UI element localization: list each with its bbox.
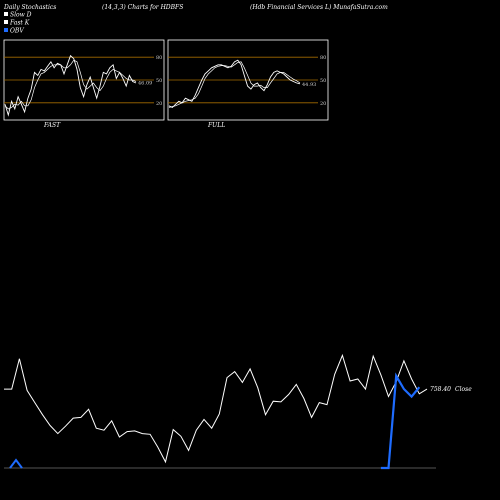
chart-company: (Hdb Financial Services L) MunafaSutra.c… xyxy=(250,4,388,11)
close-value-label: 758.40 xyxy=(430,386,451,393)
chart-params: (14,3,3) Charts for HDBFS xyxy=(102,4,183,11)
fast-last-value-label: 46.09 xyxy=(138,81,152,87)
full-tick-label-80: 80 xyxy=(320,55,326,61)
legend-label-fast-k: Fast K xyxy=(9,20,30,27)
legend-label-slow-d: Slow D xyxy=(10,12,32,19)
full-panel-label: FULL xyxy=(207,122,225,129)
price-close-line xyxy=(4,353,428,464)
fast-tick-label-80: 80 xyxy=(156,55,162,61)
legend-swatch-obv xyxy=(4,28,8,32)
full-last-value-label: 44.93 xyxy=(302,82,316,88)
full-tick-label-50: 50 xyxy=(320,78,326,84)
full-series-full-k xyxy=(168,59,301,108)
obv-line xyxy=(380,372,421,470)
fast-series-slow-d xyxy=(4,59,137,110)
full-series-full-d xyxy=(168,61,301,108)
fast-series-fast-k xyxy=(4,54,137,117)
fast-tick-label-50: 50 xyxy=(156,78,162,84)
obv-start-marker xyxy=(9,458,23,469)
close-suffix-label: Close xyxy=(455,386,472,393)
legend-swatch-slow-d xyxy=(4,12,8,16)
legend-swatch-fast-k xyxy=(4,20,8,24)
fast-tick-label-20: 20 xyxy=(156,101,162,107)
full-tick-label-20: 20 xyxy=(320,101,326,107)
chart-title: Daily Stochastics xyxy=(3,4,56,11)
legend-label-obv: OBV xyxy=(10,28,24,35)
chart-marks: 20 50 80 46.09 20 50 80 44.93 758.40 Close xyxy=(4,54,472,470)
fast-panel-label: FAST xyxy=(43,122,61,129)
